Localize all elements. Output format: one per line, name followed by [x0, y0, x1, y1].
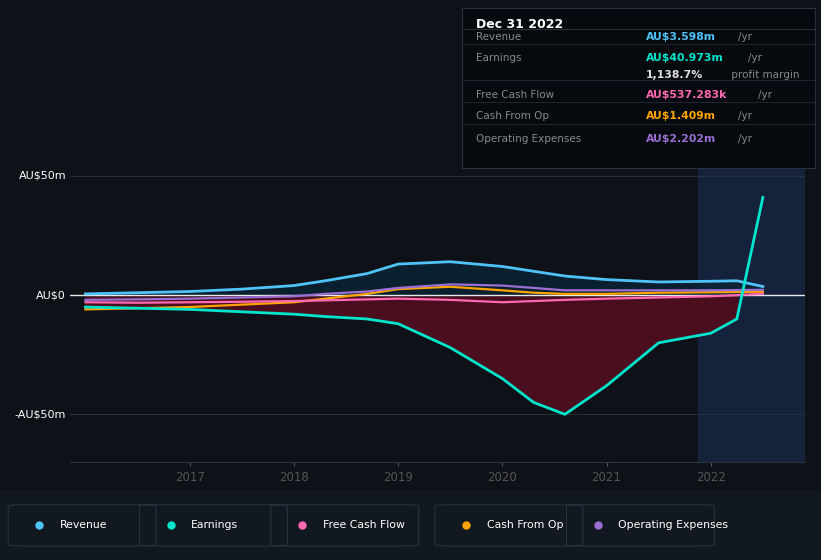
Text: Dec 31 2022: Dec 31 2022 — [476, 18, 563, 31]
Text: /yr: /yr — [738, 134, 752, 144]
Text: /yr: /yr — [748, 53, 762, 63]
Text: AU$537.283k: AU$537.283k — [646, 90, 727, 100]
Text: Earnings: Earnings — [476, 53, 522, 63]
Text: /yr: /yr — [758, 90, 772, 100]
Text: AU$50m: AU$50m — [19, 171, 67, 181]
Text: Earnings: Earnings — [191, 520, 238, 530]
Text: Operating Expenses: Operating Expenses — [618, 520, 728, 530]
Text: Operating Expenses: Operating Expenses — [476, 134, 581, 144]
Text: /yr: /yr — [738, 111, 752, 122]
Text: Revenue: Revenue — [60, 520, 108, 530]
Text: Revenue: Revenue — [476, 31, 521, 41]
Text: AU$40.973m: AU$40.973m — [646, 53, 723, 63]
Text: Cash From Op: Cash From Op — [487, 520, 563, 530]
Text: Cash From Op: Cash From Op — [476, 111, 549, 122]
Text: Free Cash Flow: Free Cash Flow — [476, 90, 554, 100]
Text: /yr: /yr — [738, 31, 752, 41]
Text: AU$0: AU$0 — [36, 290, 67, 300]
Text: profit margin: profit margin — [728, 70, 800, 80]
Text: Free Cash Flow: Free Cash Flow — [323, 520, 405, 530]
Text: AU$2.202m: AU$2.202m — [646, 134, 716, 144]
Text: AU$3.598m: AU$3.598m — [646, 31, 716, 41]
Text: -AU$50m: -AU$50m — [15, 409, 67, 419]
Bar — [699, 157, 805, 462]
Text: 1,138.7%: 1,138.7% — [646, 70, 703, 80]
Text: AU$1.409m: AU$1.409m — [646, 111, 716, 122]
